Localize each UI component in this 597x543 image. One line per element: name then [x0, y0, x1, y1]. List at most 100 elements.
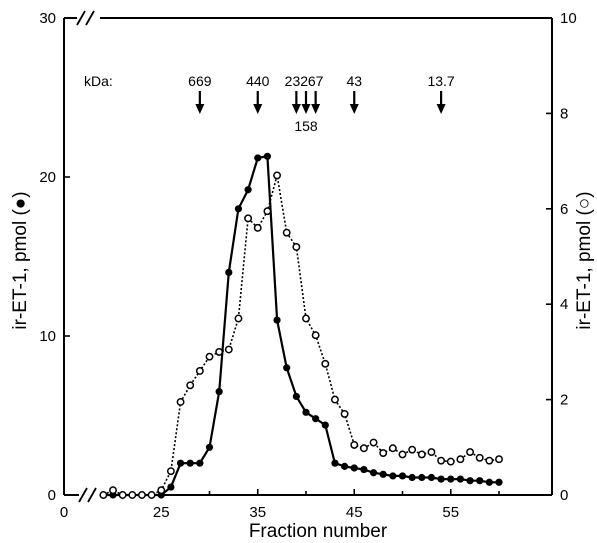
open-data-point [359, 444, 368, 453]
open-data-point [331, 395, 339, 404]
open-data-point [273, 171, 281, 180]
open-data-point [128, 491, 137, 499]
y-right-tick-label: 0 [560, 487, 568, 504]
x-tick-label: 55 [442, 504, 459, 521]
filled-data-point [331, 459, 339, 467]
open-data-point [234, 314, 243, 323]
filled-data-point [456, 475, 464, 483]
open-data-point [475, 453, 484, 462]
filled-data-point [244, 186, 252, 194]
filled-data-point [254, 154, 262, 162]
open-data-point [388, 444, 397, 453]
filled-data-point [369, 469, 378, 477]
filled-data-point [205, 443, 214, 451]
open-data-point [99, 491, 108, 499]
marker-label: 67 [308, 73, 324, 89]
open-data-point [437, 456, 446, 465]
open-data-point [109, 486, 117, 495]
filled-data-point [196, 459, 204, 467]
open-data-point [311, 331, 320, 340]
filled-data-point [476, 477, 484, 485]
open-data-point [456, 455, 465, 464]
marker-arrow-head [436, 104, 446, 114]
open-data-point [466, 448, 474, 457]
filled-data-point [321, 421, 329, 429]
open-data-point [350, 440, 359, 449]
filled-data-point [176, 459, 185, 467]
marker-arrow-head [253, 104, 263, 114]
filled-data-point [283, 364, 291, 372]
filled-series-line [103, 155, 499, 497]
open-data-point [215, 347, 224, 356]
filled-data-point [292, 392, 300, 401]
open-data-point [147, 491, 156, 499]
x-tick-label: 0 [60, 504, 68, 521]
open-data-point [138, 491, 146, 499]
open-data-point [369, 438, 378, 447]
y-right-tick-label: 10 [560, 10, 577, 27]
y-left-tick-label: 30 [39, 10, 56, 27]
open-data-point [282, 228, 291, 237]
filled-data-point [234, 205, 243, 213]
top-axis-break [76, 10, 95, 26]
filled-data-point [466, 477, 474, 485]
marker-label: 158 [294, 118, 318, 134]
open-data-point [118, 491, 127, 499]
filled-data-point [350, 464, 358, 472]
filled-data-point [312, 415, 320, 423]
filled-data-point [360, 465, 368, 474]
open-data-point [224, 345, 233, 354]
filled-data-point [485, 478, 493, 486]
markers-unit-label: kDa: [84, 73, 113, 89]
y-left-axis-label: ir-ET-1, pmol (●) [10, 191, 31, 329]
open-data-point [427, 448, 436, 457]
open-data-point [292, 243, 301, 251]
open-data-point [166, 467, 175, 476]
open-data-point [398, 450, 407, 459]
x-tick-label: 25 [153, 504, 170, 521]
marker-arrow-head [291, 104, 301, 114]
marker-arrow-head [195, 104, 205, 114]
filled-data-point [447, 475, 455, 483]
marker-label: 669 [188, 73, 212, 89]
filled-data-point [389, 472, 397, 480]
filled-data-point [167, 483, 175, 491]
y-left-tick-label: 20 [39, 169, 56, 186]
marker-label: 43 [346, 73, 362, 89]
marker-label: 13.7 [427, 73, 454, 89]
y-right-tick-label: 4 [560, 296, 568, 313]
x-tick-label: 45 [346, 504, 363, 521]
open-data-point [408, 445, 417, 454]
filled-data-point [263, 152, 271, 160]
y-right-tick-label: 2 [560, 392, 568, 409]
y-left-tick-label: 10 [39, 328, 56, 345]
y-right-tick-label: 8 [560, 105, 568, 122]
filled-data-point [418, 473, 426, 482]
marker-arrow-head [311, 104, 321, 114]
x-tick-label: 35 [249, 504, 266, 521]
open-data-point [263, 207, 272, 216]
open-data-point [321, 359, 330, 368]
marker-arrow-head [301, 104, 311, 114]
open-data-point [340, 409, 349, 418]
open-data-point [253, 223, 262, 232]
open-data-point [157, 486, 166, 495]
bottom-axis-break [78, 487, 97, 503]
open-data-point [417, 450, 426, 459]
filled-data-point [302, 408, 310, 416]
filled-data-point [408, 473, 416, 482]
marker-arrow-head [349, 104, 359, 114]
open-data-point [195, 367, 204, 375]
filled-data-point [495, 478, 503, 486]
open-data-point [446, 457, 455, 466]
open-data-point [495, 455, 503, 464]
open-data-point [186, 381, 195, 390]
filled-data-point [427, 473, 436, 482]
open-data-point [379, 449, 388, 457]
y-right-tick-label: 6 [560, 201, 568, 218]
open-data-point [205, 352, 214, 361]
open-data-point [302, 314, 310, 323]
y-left-tick-label: 0 [48, 487, 56, 504]
filled-data-point [341, 462, 349, 470]
